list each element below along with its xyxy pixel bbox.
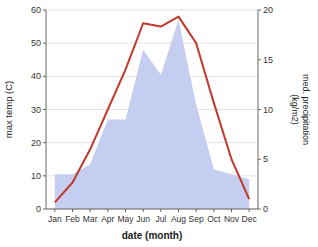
x-axis-label: date (month) xyxy=(122,230,183,241)
grid-line xyxy=(46,10,258,11)
x-tick xyxy=(72,209,73,212)
y2-tick-label: 0 xyxy=(263,204,268,214)
y-tick-label: 10 xyxy=(31,171,41,181)
y2-axis-label-line: (kg/m2) xyxy=(290,94,300,125)
y-tick-label: 50 xyxy=(31,38,41,48)
x-tick-label: Jan xyxy=(48,214,62,224)
grid-line xyxy=(46,43,258,44)
y-tick xyxy=(43,76,46,77)
x-tick-label: Feb xyxy=(65,214,80,224)
y2-tick-label: 5 xyxy=(263,154,268,164)
x-tick xyxy=(160,209,161,212)
y-tick-label: 60 xyxy=(31,5,41,15)
y2-axis-label-line: med. precipitation xyxy=(301,74,311,145)
x-tick xyxy=(54,209,55,212)
grid-line xyxy=(46,209,258,210)
x-tick xyxy=(196,209,197,212)
y-tick-label: 40 xyxy=(31,71,41,81)
y-tick xyxy=(43,142,46,143)
y2-tick-label: 20 xyxy=(263,5,273,15)
precipitation-area xyxy=(55,20,249,209)
y-tick xyxy=(43,175,46,176)
y2-axis-label: med. precipitation(kg/m2) xyxy=(290,74,311,145)
x-tick-label: Jul xyxy=(155,214,166,224)
axes: 0 10 20 30 40 50 60 0 5 10 15 20 JanFebMarAprMayJun J… xyxy=(31,5,273,224)
x-tick xyxy=(107,209,108,212)
x-tick-label: Jun xyxy=(136,214,150,224)
y-tick xyxy=(43,43,46,44)
y-axis-label: max temp (C) xyxy=(3,81,14,139)
y-tick-label: 20 xyxy=(31,138,41,148)
x-tick xyxy=(143,209,144,212)
x-tick xyxy=(231,209,232,212)
x-tick-label: Mar xyxy=(83,214,98,224)
x-tick xyxy=(249,209,250,212)
y-tick-label: 0 xyxy=(36,204,41,214)
x-tick-label: Aug xyxy=(171,214,186,224)
chart: 0 10 20 30 40 50 60 0 5 10 15 20 JanFebMarAprMayJun J… xyxy=(0,0,318,247)
grid xyxy=(46,10,258,209)
x-tick xyxy=(213,209,214,212)
y2-tick-label: 10 xyxy=(263,105,273,115)
chart-container: 0 10 20 30 40 50 60 0 5 10 15 20 JanFebMarAprMayJun J… xyxy=(0,0,318,247)
y2-tick-label: 15 xyxy=(263,55,273,65)
y2-tick xyxy=(258,209,261,210)
x-tick-label: Sep xyxy=(189,214,204,224)
x-tick-label: Apr xyxy=(101,214,114,224)
temperature-line xyxy=(55,17,249,203)
y2-tick xyxy=(258,159,261,160)
x-tick xyxy=(125,209,126,212)
y-tick xyxy=(43,109,46,110)
x-tick xyxy=(90,209,91,212)
y-tick xyxy=(43,10,46,11)
x-tick-label: Dec xyxy=(242,214,258,224)
y-tick-label: 30 xyxy=(31,105,41,115)
bottom-axis-line xyxy=(46,209,258,210)
x-tick-label: May xyxy=(117,214,134,224)
y2-tick xyxy=(258,59,261,60)
y-tick xyxy=(43,209,46,210)
plot-area xyxy=(55,17,249,209)
x-tick-label: Nov xyxy=(224,214,240,224)
x-tick xyxy=(178,209,179,212)
y2-tick xyxy=(258,109,261,110)
x-tick-label: Oct xyxy=(207,214,221,224)
y2-tick xyxy=(258,10,261,11)
